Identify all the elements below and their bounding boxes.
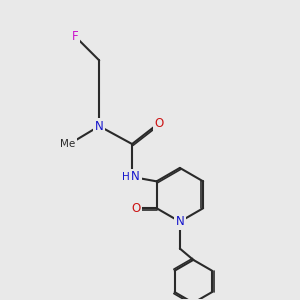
Text: Me: Me (60, 139, 76, 149)
Text: N: N (131, 170, 140, 183)
Text: F: F (72, 30, 79, 43)
Text: N: N (176, 215, 184, 228)
Text: O: O (131, 202, 140, 215)
Text: N: N (95, 120, 103, 133)
Text: O: O (154, 117, 164, 130)
Text: H: H (122, 172, 129, 182)
